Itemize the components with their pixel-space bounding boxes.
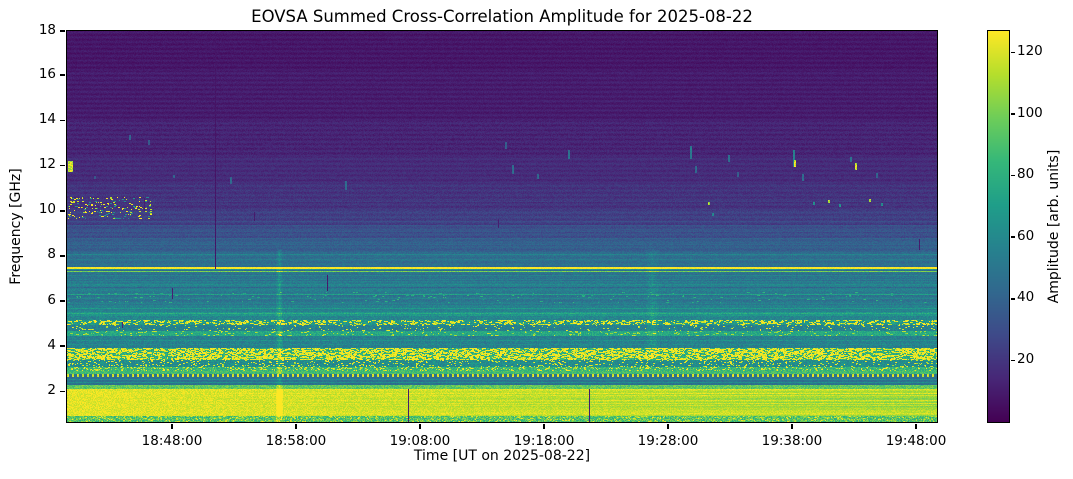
colorbar-tick-mark (1010, 51, 1016, 54)
y-tick-label: 6 (47, 291, 56, 308)
y-tick-label: 2 (47, 382, 56, 398)
x-tick-label: 18:58:00 (265, 433, 327, 449)
colorbar-tick-label: 80 (1017, 166, 1035, 183)
y-tick-label: 14 (38, 111, 56, 128)
x-tick-label: 19:48:00 (885, 433, 947, 449)
x-tick-mark (171, 423, 173, 429)
y-tick-mark (60, 345, 66, 347)
y-tick-label: 8 (47, 246, 56, 263)
x-tick-label: 18:48:00 (141, 433, 203, 449)
colorbar-tick-mark (1010, 298, 1016, 300)
y-tick-mark (60, 30, 66, 32)
x-tick-mark (295, 423, 297, 429)
spectrogram-heatmap (67, 31, 937, 422)
y-tick-label: 4 (47, 336, 56, 353)
colorbar-tick-label: 60 (1017, 227, 1035, 244)
x-tick-label: 19:08:00 (389, 433, 451, 449)
y-tick-label: 12 (38, 156, 56, 172)
colorbar-tick-mark (1010, 236, 1016, 239)
y-tick-mark (60, 390, 66, 393)
y-tick-mark (60, 74, 66, 76)
colorbar-tick-label: 100 (1017, 104, 1043, 121)
plot-frame (66, 30, 938, 423)
colorbar-tick-label: 40 (1017, 289, 1035, 306)
y-axis-label: Frequency [GHz] (8, 168, 24, 285)
colorbar-tick-mark (1010, 113, 1016, 115)
x-tick-label: 19:38:00 (761, 433, 823, 449)
colorbar-tick-mark (1010, 359, 1016, 362)
colorbar-tick-label: 120 (1017, 43, 1043, 60)
colorbar-tick-mark (1010, 174, 1016, 177)
y-tick-mark (60, 164, 66, 167)
y-tick-mark (60, 255, 66, 257)
y-tick-mark (60, 300, 66, 302)
y-tick-label: 10 (38, 201, 56, 218)
x-tick-mark (543, 423, 545, 429)
chart-title: EOVSA Summed Cross-Correlation Amplitude… (251, 7, 753, 26)
x-tick-mark (791, 423, 793, 429)
colorbar-gradient (988, 31, 1009, 422)
y-tick-mark (60, 119, 66, 122)
x-tick-mark (667, 423, 669, 429)
y-tick-label: 16 (38, 65, 56, 82)
colorbar-tick-label: 20 (1017, 350, 1035, 367)
x-tick-mark (419, 423, 421, 429)
y-tick-mark (60, 210, 66, 212)
x-tick-label: 19:18:00 (513, 433, 575, 449)
y-tick-label: 18 (38, 21, 56, 38)
colorbar-frame (987, 30, 1010, 423)
x-tick-label: 19:28:00 (637, 433, 699, 449)
x-tick-mark (915, 423, 917, 429)
x-axis-label: Time [UT on 2025-08-22] (413, 448, 591, 464)
